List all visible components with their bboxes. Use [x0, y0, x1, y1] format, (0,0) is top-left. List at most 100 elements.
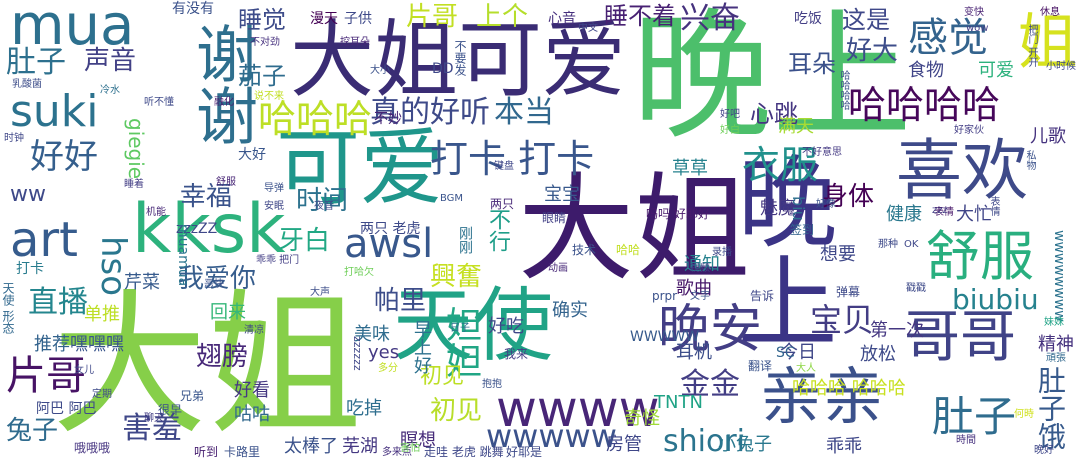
word: 兴奋	[680, 1, 740, 36]
word: 大姐	[518, 162, 750, 297]
word: 大姐	[52, 275, 362, 456]
word: 牙白	[278, 226, 331, 256]
word: zzz	[932, 205, 948, 216]
word: 两只	[490, 197, 515, 211]
word: 技术	[572, 243, 597, 257]
word: 好白	[720, 125, 740, 136]
word: 翻译	[748, 359, 773, 373]
word: 歌曲	[676, 278, 712, 299]
word: 不对劲	[250, 37, 280, 48]
word: 好大	[846, 36, 899, 66]
word: 大声	[310, 287, 330, 298]
word: muamua	[175, 224, 191, 287]
word: 健康	[886, 204, 922, 225]
word: 导弹	[264, 183, 284, 194]
word: 肚子饿	[1034, 366, 1067, 450]
word: prpr	[652, 289, 678, 303]
word: 魅魔	[760, 198, 796, 219]
word: 满天	[778, 116, 814, 137]
word: 哈哈哈 哈哈哈	[792, 378, 906, 399]
word: art	[10, 212, 78, 268]
word: 不妙	[374, 111, 402, 127]
word: 晚安	[658, 300, 763, 360]
word: 融化	[214, 97, 234, 108]
word: 多分	[378, 363, 398, 374]
word: 早上好	[411, 320, 432, 374]
word: 表情	[934, 207, 954, 218]
word: 哥哥	[904, 305, 1016, 370]
word: 宝宝	[544, 184, 580, 205]
word: giegie	[124, 118, 148, 180]
word: wwwww	[486, 417, 617, 455]
word: 夜音	[314, 201, 334, 212]
word: 清凉	[244, 325, 264, 336]
word: 大人	[796, 363, 816, 374]
word: 听到	[194, 445, 219, 459]
word: 不好意思	[802, 147, 842, 158]
word: wwwwwwww	[1051, 230, 1067, 322]
word: 初见	[430, 396, 483, 426]
word: zzzzzz	[351, 336, 364, 371]
word: 好好	[30, 137, 98, 177]
word: 亲亲	[760, 360, 885, 433]
word: 兔子	[6, 416, 59, 446]
word: wwww	[496, 380, 660, 438]
word: 录播	[712, 247, 732, 258]
word: 肚子	[6, 45, 66, 80]
word: 哈哈哈哈	[838, 70, 849, 110]
word: 确实	[552, 300, 588, 321]
word: 通知	[684, 254, 720, 275]
word: 天使 形态	[1, 282, 15, 334]
word: 那种	[878, 239, 898, 250]
word: SC	[776, 345, 795, 361]
word: 私物	[1024, 150, 1035, 170]
word: 美味	[354, 324, 390, 345]
word: 今日	[780, 342, 816, 363]
word: 乳酸菌	[12, 79, 42, 90]
word: 太棒了	[284, 436, 338, 457]
word: yes	[368, 342, 400, 363]
word: 不行	[485, 208, 510, 252]
word: 天使	[393, 279, 553, 372]
word: 这是	[842, 6, 890, 34]
word: 舒服	[216, 177, 236, 188]
word: 弹幕	[836, 285, 861, 299]
word: 放松	[860, 344, 896, 365]
word: 心跳	[750, 100, 798, 128]
word: 聊天	[144, 413, 164, 424]
word: 帕里	[374, 286, 427, 316]
word: TNTN	[654, 392, 703, 413]
word: 哈哈哈	[258, 97, 373, 141]
word: 告诉	[750, 289, 775, 303]
word: 签到	[790, 223, 815, 237]
word: 安眠	[264, 201, 284, 212]
word: 我来	[504, 347, 529, 361]
word: 哈哈	[616, 243, 641, 257]
word: biubiu	[952, 283, 1039, 316]
word: 乖乖	[826, 436, 862, 457]
word: 大小	[370, 65, 390, 76]
word: 大忙	[956, 204, 992, 225]
word: 恶快	[204, 279, 224, 290]
word: hso	[93, 236, 133, 297]
word: 咕咕	[234, 404, 270, 425]
word: 房管	[606, 434, 642, 455]
word: 卡路里	[224, 445, 261, 459]
word: 肚子	[932, 392, 1017, 441]
word: 时钟	[4, 133, 24, 144]
word: 宝贝	[810, 301, 875, 339]
word: 打哈欠	[344, 267, 374, 278]
word: 吗吗 好耶好	[646, 207, 710, 221]
word: 阿巴 阿巴	[36, 401, 97, 417]
word: 睡着	[124, 179, 144, 190]
word: 眼睛	[542, 211, 567, 225]
word: 本当	[494, 95, 554, 130]
word: 儿歌	[1030, 126, 1066, 147]
word: 食物	[908, 60, 944, 81]
word: 晚好	[1034, 445, 1054, 456]
word: 多来点	[382, 447, 412, 458]
word: 好吃	[488, 316, 524, 337]
word: 把门 开开	[1026, 24, 1037, 68]
word: 精神	[1038, 334, 1074, 355]
